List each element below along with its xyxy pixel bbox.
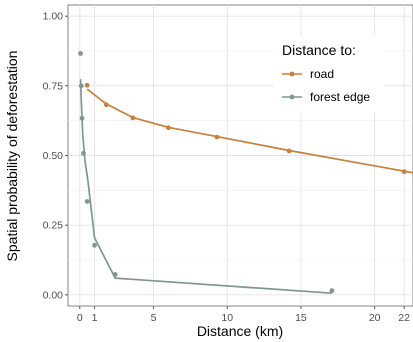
data-point-forest-edge	[84, 199, 90, 204]
x-tick-label: 10	[221, 312, 233, 324]
data-point-forest-edge	[92, 242, 97, 248]
legend-key-forest-edge-point	[289, 94, 295, 100]
y-tick-label: 0.00	[43, 289, 64, 301]
legend-label-road: road	[310, 67, 334, 81]
data-point-road	[165, 125, 171, 131]
x-tick-label: 1	[92, 312, 98, 324]
data-point-road	[401, 169, 407, 175]
data-point-forest-edge	[81, 150, 86, 156]
legend-title: Distance to:	[282, 42, 356, 58]
y-tick-label: 1.00	[43, 11, 64, 23]
data-point-forest-edge	[78, 83, 84, 89]
data-point-road	[130, 115, 136, 121]
axis-layer: 0.000.250.500.751.000 1 5 10 15 20 22	[43, 11, 411, 324]
x-tick-label: 0	[77, 312, 83, 324]
y-axis-title: Spatial probability of deforestation	[4, 51, 20, 262]
x-tick-label: 22	[398, 312, 410, 324]
y-tick-label: 0.25	[43, 220, 64, 232]
legend-label-forest-edge: forest edge	[310, 90, 370, 104]
series-line-forest-edge	[79, 79, 332, 295]
grid-lines	[68, 5, 413, 306]
data-point-forest-edge	[329, 288, 335, 294]
data-point-road	[84, 82, 90, 88]
legend: Distance to: road forest edge	[274, 36, 384, 112]
x-tick-label: 15	[295, 312, 307, 324]
x-tick-label: 20	[369, 312, 381, 324]
y-tick-label: 0.50	[43, 150, 64, 162]
data-point-forest-edge	[112, 272, 118, 277]
x-tick-label: 5	[151, 312, 157, 324]
series-layer	[78, 51, 413, 295]
x-axis-title: Distance (km)	[197, 323, 283, 339]
data-point-forest-edge	[79, 115, 85, 121]
data-point-forest-edge	[78, 51, 83, 56]
data-point-road	[103, 102, 109, 108]
data-point-road	[214, 134, 220, 140]
legend-key-road-point	[289, 71, 295, 77]
y-tick-label: 0.75	[43, 80, 64, 92]
data-point-road	[286, 148, 292, 154]
